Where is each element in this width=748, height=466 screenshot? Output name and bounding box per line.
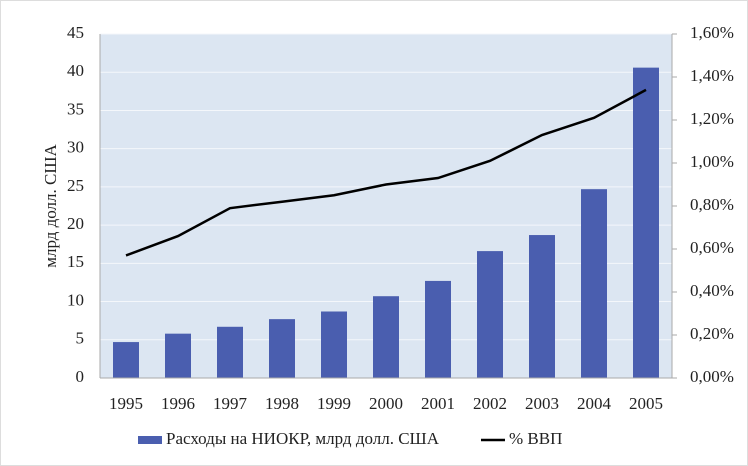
y2-tick-label: 1,40%: [690, 66, 734, 85]
bar: [581, 189, 607, 378]
y-tick-label: 15: [67, 252, 84, 271]
y-tick-label: 0: [76, 367, 85, 386]
y2-tick-label: 0,60%: [690, 238, 734, 257]
y-tick-label: 20: [67, 214, 84, 233]
bar: [113, 342, 139, 378]
bar: [321, 311, 347, 378]
bar: [529, 235, 555, 378]
x-tick-label: 2005: [629, 394, 663, 413]
bar: [477, 251, 503, 378]
bar: [633, 67, 659, 378]
y-tick-label: 10: [67, 290, 84, 309]
x-tick-label: 2003: [525, 394, 559, 413]
x-tick-label: 2004: [577, 394, 612, 413]
x-tick-label: 1996: [161, 394, 195, 413]
x-tick-label: 2002: [473, 394, 507, 413]
x-tick-label: 1995: [109, 394, 143, 413]
legend-label: Расходы на НИОКР, млрд долл. США: [166, 429, 440, 448]
x-tick-label: 1998: [265, 394, 299, 413]
legend-swatch: [138, 436, 162, 444]
y-tick-label: 35: [67, 99, 84, 118]
y-tick-label: 25: [67, 176, 84, 195]
x-tick-label: 1997: [213, 394, 248, 413]
x-tick-label: 1999: [317, 394, 351, 413]
line: [125, 88, 647, 257]
bar: [373, 296, 399, 378]
y2-tick-label: 1,20%: [690, 109, 734, 128]
y2-tick-label: 1,60%: [690, 23, 734, 42]
y2-tick-label: 0,40%: [690, 281, 734, 300]
x-tick-label: 2001: [421, 394, 455, 413]
bar: [165, 333, 191, 378]
y-tick-label: 40: [67, 61, 84, 80]
legend-label: % ВВП: [509, 429, 562, 448]
y-tick-label: 5: [76, 329, 85, 348]
y-axis-label: млрд долл. США: [41, 143, 60, 267]
bar: [217, 326, 243, 378]
bar: [425, 280, 451, 378]
y-tick-label: 30: [67, 138, 84, 157]
bar: [269, 319, 295, 378]
y2-tick-label: 0,20%: [690, 324, 734, 343]
y-tick-label: 45: [67, 23, 84, 42]
x-tick-label: 2000: [369, 394, 403, 413]
y2-tick-label: 0,00%: [690, 367, 734, 386]
y2-tick-label: 1,00%: [690, 152, 734, 171]
y2-tick-label: 0,80%: [690, 195, 734, 214]
